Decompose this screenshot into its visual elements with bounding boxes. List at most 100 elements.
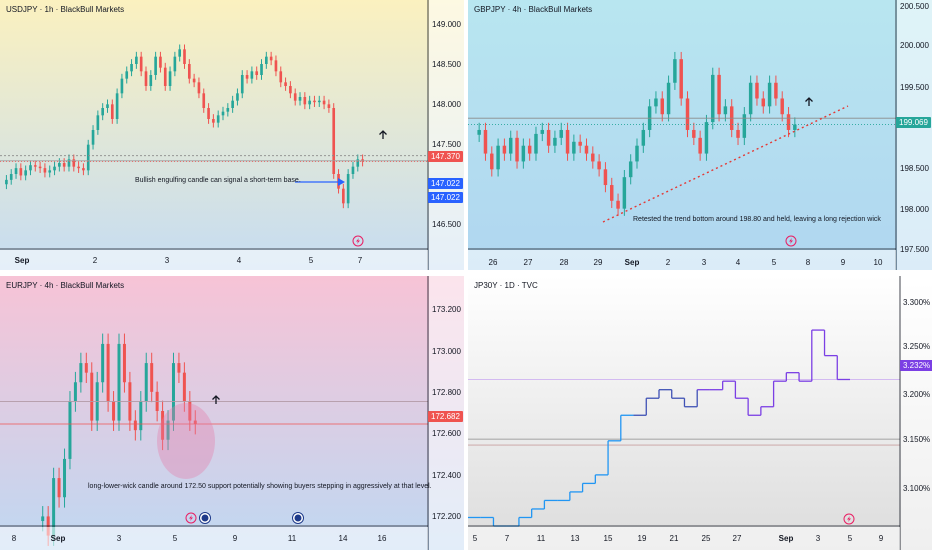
candle xyxy=(216,115,220,123)
candle xyxy=(308,100,311,105)
flash-icon-glyph xyxy=(847,516,851,522)
candle xyxy=(212,119,215,123)
price-tick: 172.400 xyxy=(432,471,461,480)
candle xyxy=(269,56,273,61)
candle xyxy=(327,104,331,108)
annotation-text: long-lower-wick candle around 172.50 sup… xyxy=(88,483,432,490)
candle xyxy=(342,188,345,204)
candle xyxy=(163,67,167,86)
candle xyxy=(187,64,191,79)
candle xyxy=(117,343,121,421)
candle xyxy=(231,100,234,108)
time-tick: 25 xyxy=(701,534,711,543)
time-tick: 5 xyxy=(308,256,314,265)
candle xyxy=(63,458,67,498)
candle xyxy=(685,98,690,130)
price-tick: 198.000 xyxy=(900,205,929,214)
candle xyxy=(240,75,244,94)
candle xyxy=(144,71,148,86)
jp30y-chart-svg[interactable] xyxy=(468,276,932,550)
candle xyxy=(245,75,249,79)
candle xyxy=(298,97,302,101)
candle xyxy=(57,478,61,498)
candle xyxy=(540,129,545,134)
price-tick: 148.000 xyxy=(432,100,461,109)
last-price-tag: 172.682 xyxy=(428,411,463,422)
candle xyxy=(62,163,66,167)
candle xyxy=(115,93,119,119)
time-tick: 14 xyxy=(338,534,348,543)
time-axis-bg xyxy=(468,250,896,270)
candle xyxy=(125,71,129,79)
candle xyxy=(192,78,196,83)
candle xyxy=(41,516,45,522)
time-tick: 2 xyxy=(92,256,98,265)
candle xyxy=(622,177,627,209)
price-tick: 146.500 xyxy=(432,220,461,229)
candle xyxy=(9,174,13,180)
candle xyxy=(53,166,56,171)
price-tick: 172.200 xyxy=(432,512,461,521)
candle xyxy=(704,122,709,154)
time-tick: 9 xyxy=(840,258,846,267)
candle xyxy=(660,98,664,115)
candle xyxy=(786,114,791,130)
time-axis-bg xyxy=(0,250,428,270)
chart-panel-usdjpy[interactable]: USDJPY · 1h · BlackBull Markets 149.000 … xyxy=(0,0,464,270)
candle xyxy=(120,78,124,94)
chart-panel-eurjpy[interactable]: EURJPY · 4h · BlackBull Markets 173.200 … xyxy=(0,276,464,550)
price-axis-bg xyxy=(901,276,932,550)
candle xyxy=(793,124,797,130)
arrow-up-icon xyxy=(805,97,813,106)
time-tick: 5 xyxy=(172,534,178,543)
time-tick: Sep xyxy=(14,256,30,265)
eurjpy-chart-svg[interactable] xyxy=(0,276,464,550)
candle xyxy=(597,161,601,170)
time-tick: 8 xyxy=(11,534,17,543)
price-tick: 199.500 xyxy=(900,83,929,92)
candle xyxy=(641,129,646,146)
flash-icon xyxy=(352,235,364,247)
time-axis-bg xyxy=(468,527,900,550)
gbpjpy-chart-svg[interactable] xyxy=(468,0,932,270)
candle xyxy=(159,56,162,68)
candle xyxy=(565,129,570,154)
candle xyxy=(38,166,42,169)
panel-background xyxy=(0,0,464,270)
candle xyxy=(736,129,740,138)
candle xyxy=(717,74,721,115)
candle xyxy=(161,411,165,440)
chart-panel-jp30y[interactable]: JP30Y · 1D · TVC 3.300% 3.250% 3.200% 3.… xyxy=(468,276,932,550)
time-tick: 28 xyxy=(559,258,569,267)
candle xyxy=(79,363,83,383)
candle xyxy=(77,166,80,169)
price-tick: 3.100% xyxy=(903,484,931,493)
candle xyxy=(303,97,307,105)
time-tick: 15 xyxy=(603,534,613,543)
usdjpy-chart-svg[interactable] xyxy=(0,0,464,270)
time-tick: 19 xyxy=(637,534,647,543)
chart-panel-gbpjpy[interactable]: GBPJPY · 4h · BlackBull Markets 200.500 … xyxy=(468,0,932,270)
price-tick: 147.500 xyxy=(432,140,461,149)
time-tick: 26 xyxy=(488,258,498,267)
time-tick: 27 xyxy=(523,258,533,267)
candle xyxy=(133,420,137,431)
candle xyxy=(168,71,172,86)
candle xyxy=(144,363,148,402)
candle xyxy=(135,56,138,64)
candle xyxy=(82,168,85,171)
candle xyxy=(767,82,772,107)
candle xyxy=(86,144,90,171)
candle xyxy=(207,108,210,119)
flash-icon xyxy=(785,235,797,247)
candle xyxy=(48,170,52,173)
candle xyxy=(58,163,61,167)
candle xyxy=(591,153,595,162)
candle xyxy=(635,145,639,162)
time-tick: Sep xyxy=(624,258,640,267)
time-tick: 29 xyxy=(593,258,603,267)
candle xyxy=(33,165,37,167)
event-icon-dot xyxy=(201,514,209,522)
arrow-up-icon xyxy=(212,395,220,404)
candle xyxy=(351,166,355,174)
